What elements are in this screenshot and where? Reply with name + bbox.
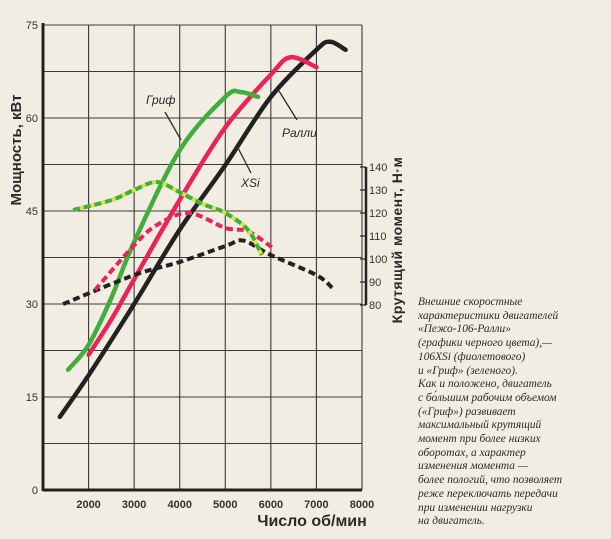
x-tick-label: 7000 (304, 499, 328, 511)
caption-line: («Гриф») развивает (418, 405, 516, 418)
y2-tick-label: 140 (369, 162, 387, 174)
x-tick-label: 5000 (213, 499, 237, 511)
caption-line: на двигатель. (418, 515, 485, 528)
grid (43, 24, 363, 490)
y2-tick-label: 80 (369, 300, 381, 312)
power-curve-2 (65, 88, 261, 372)
y-tick-label: 60 (26, 113, 38, 125)
caption-line: момент при более низких (418, 433, 541, 446)
caption-line: изменения момента — (418, 460, 528, 473)
axes: 2000 3000 4000 5000 6000 7000 8000 0 15 30 45 60 75 8… (26, 20, 388, 511)
caption-line: Внешние скоростные (418, 296, 523, 308)
caption-line: максимальный крутящий (418, 419, 542, 432)
curve-label-leader (278, 90, 298, 121)
y-tick-label: 45 (26, 206, 38, 218)
y2-tick-label: 120 (369, 208, 387, 220)
curve-label: XSi (240, 176, 260, 190)
x-tick-label: 8000 (350, 499, 374, 511)
y2-tick-label: 130 (369, 185, 387, 197)
y2-tick-label: 90 (369, 277, 381, 289)
y2-axis-title: Крутящий момент, Н·м (389, 157, 405, 324)
caption-line: более пологий, что позволяет (418, 474, 563, 487)
annotations: Гриф Ралли XSi (146, 90, 317, 190)
series (57, 39, 348, 420)
caption-line: характеристики двигателей (418, 309, 559, 322)
caption-line: оборотах, а характер (418, 446, 526, 459)
caption-line: 106XSi (фиолетового) (418, 350, 526, 363)
y-tick-label: 0 (32, 485, 38, 497)
x-tick-label: 6000 (259, 499, 283, 511)
x-tick-label: 4000 (167, 499, 191, 511)
power-curve-1 (86, 54, 319, 358)
x-tick-label: 3000 (122, 499, 146, 511)
torque-curve-3 (62, 238, 334, 306)
y-tick-label: 30 (26, 299, 38, 311)
caption-line: «Пежо-106-Ралли» (418, 323, 511, 336)
curve-label-leader (164, 111, 182, 141)
caption-line: реже переключать передачи (418, 487, 558, 500)
caption-line: с бо́льшим рабочим объемом (418, 391, 557, 404)
curve-label: Гриф (146, 93, 175, 107)
y-tick-label: 75 (26, 20, 38, 32)
power-curve-0 (57, 39, 348, 420)
torque-curve-5 (72, 179, 264, 257)
curve-label-leader (236, 145, 252, 174)
y-tick-label: 15 (26, 392, 38, 404)
y-axis-title: Мощность, кВт (8, 94, 25, 205)
caption-line: (графики черного цвета),— (418, 337, 553, 350)
y2-tick-label: 100 (369, 254, 387, 266)
curve-label: Ралли (282, 126, 317, 140)
y2-tick-label: 110 (369, 231, 387, 243)
caption-line: Как и положено, двигатель (418, 378, 552, 391)
caption-line: при изменении нагрузки (418, 501, 533, 514)
x-axis-title: Число об/мин (257, 513, 367, 530)
caption-line: и «Гриф» (зеленого). (418, 364, 518, 377)
figure-caption: Внешние скоростные характеристики двигате… (418, 296, 611, 529)
x-tick-label: 2000 (76, 499, 100, 511)
